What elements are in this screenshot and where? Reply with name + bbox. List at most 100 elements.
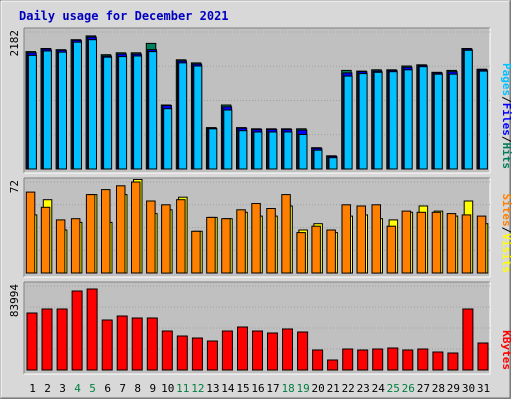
bar-kbytes-day-9	[146, 317, 158, 371]
bar-pages-day-5	[88, 39, 97, 170]
day-label-24: 24	[372, 382, 386, 395]
day-label-12: 12	[191, 382, 204, 395]
legend-middle: Sites/Visits	[500, 194, 512, 274]
bar-kbytes-day-16	[252, 330, 263, 371]
bar-sites-day-25	[386, 225, 397, 274]
ymax-label-middle: 72	[8, 180, 21, 193]
day-label-4: 4	[74, 382, 81, 395]
day-label-15: 15	[236, 382, 249, 395]
bar-kbytes-day-2	[41, 308, 53, 371]
bar-pages-day-2	[42, 50, 52, 170]
bar-pages-day-14	[223, 109, 233, 170]
bar-kbytes-day-23	[357, 349, 369, 371]
bar-sites-day-12	[191, 230, 201, 274]
chart-title: Daily usage for December 2021	[19, 9, 229, 23]
bar-sites-day-4	[70, 218, 81, 274]
bar-kbytes-day-20	[312, 349, 324, 371]
bar-kbytes-day-15	[237, 326, 248, 371]
day-label-30: 30	[462, 382, 475, 395]
bar-kbytes-day-27	[417, 348, 429, 371]
bar-sites-day-18	[281, 194, 291, 274]
bar-pages-day-12	[193, 65, 203, 170]
bar-pages-day-10	[163, 108, 173, 170]
day-label-14: 14	[221, 382, 235, 395]
bar-sites-day-31	[476, 215, 487, 274]
bar-kbytes-day-28	[432, 351, 444, 371]
bar-sites-day-15	[236, 209, 246, 274]
bar-sites-day-9	[146, 200, 156, 274]
bar-kbytes-day-12	[191, 337, 203, 371]
bar-kbytes-day-18	[282, 328, 293, 371]
bar-sites-day-2	[40, 206, 51, 274]
bar-sites-day-17	[266, 208, 276, 274]
day-label-16: 16	[251, 382, 264, 395]
panel-top: 2182 Pages/Files/Hits	[8, 27, 512, 174]
bar-sites-day-8	[131, 181, 141, 274]
bar-kbytes-day-30	[462, 308, 474, 371]
bar-pages-day-21	[328, 157, 338, 170]
day-label-25: 25	[387, 382, 400, 395]
bar-sites-day-11	[176, 199, 186, 274]
bar-sites-day-14	[221, 218, 231, 274]
day-label-10: 10	[161, 382, 174, 395]
bar-kbytes-day-7	[116, 315, 128, 371]
bar-sites-day-16	[251, 203, 261, 274]
bar-kbytes-day-6	[101, 319, 113, 371]
ymax-label-bottom: 83994	[8, 284, 21, 317]
legend-item-sites: Sites	[500, 194, 512, 227]
bar-kbytes-day-17	[267, 332, 278, 371]
legend-item-kbytes: KBytes	[500, 330, 512, 370]
bar-kbytes-day-4	[71, 290, 83, 371]
day-label-28: 28	[432, 382, 445, 395]
bar-sites-day-13	[206, 216, 216, 274]
panels: 2182 Pages/Files/Hits 72 Sites/Visits 83994 K…	[8, 27, 512, 375]
day-labels: 1 2 3 4 5 6 7 8 9 10 11 12 13 14 15 16 17 18 19 20 21 22 23 24 2…	[29, 382, 490, 395]
legend-top: Pages/Files/Hits	[500, 63, 512, 169]
bar-sites-day-19	[296, 232, 306, 274]
bar-sites-day-21	[326, 229, 336, 274]
day-label-2: 2	[44, 382, 51, 395]
bar-sites-day-30	[461, 214, 472, 274]
bar-sites-day-20	[311, 225, 321, 274]
bar-pages-day-6	[103, 56, 113, 170]
legend-bottom: KBytes	[500, 330, 512, 370]
bar-kbytes-day-21	[327, 359, 339, 371]
bar-pages-day-19	[298, 134, 308, 170]
bar-sites-day-29	[446, 213, 457, 274]
bar-pages-day-7	[118, 56, 128, 170]
day-label-13: 13	[206, 382, 219, 395]
bar-pages-day-28	[433, 73, 443, 170]
bar-pages-day-18	[283, 131, 293, 170]
bar-pages-day-30	[463, 49, 473, 170]
bar-pages-day-16	[253, 131, 263, 170]
bar-sites-day-6	[101, 189, 111, 274]
bar-kbytes-day-29	[447, 352, 459, 371]
bar-kbytes-day-14	[221, 330, 233, 371]
day-label-1: 1	[29, 382, 36, 395]
bar-kbytes-day-26	[402, 349, 414, 371]
ymax-label-top: 2182	[8, 30, 21, 57]
bar-kbytes-day-25	[387, 347, 399, 371]
bar-kbytes-day-19	[297, 331, 309, 371]
bar-sites-day-24	[371, 204, 381, 274]
day-label-26: 26	[402, 382, 415, 395]
legend-item-visits: Visits	[500, 233, 512, 273]
bar-pages-day-25	[388, 71, 398, 170]
bar-sites-day-22	[341, 204, 351, 274]
bar-pages-day-4	[73, 41, 82, 170]
bar-pages-day-8	[133, 55, 143, 170]
day-label-27: 27	[417, 382, 430, 395]
day-label-20: 20	[311, 382, 324, 395]
bar-kbytes-day-3	[56, 308, 68, 371]
bar-pages-day-15	[238, 130, 248, 170]
day-label-29: 29	[447, 382, 460, 395]
panel-bottom: 83994 KBytes	[8, 281, 512, 375]
bar-pages-day-29	[448, 73, 458, 170]
bar-kbytes-day-31	[477, 342, 489, 371]
day-label-9: 9	[149, 382, 156, 395]
day-label-21: 21	[327, 382, 340, 395]
day-label-8: 8	[134, 382, 141, 395]
bar-kbytes-day-8	[131, 317, 143, 371]
legend-item-files: Files	[500, 103, 512, 136]
